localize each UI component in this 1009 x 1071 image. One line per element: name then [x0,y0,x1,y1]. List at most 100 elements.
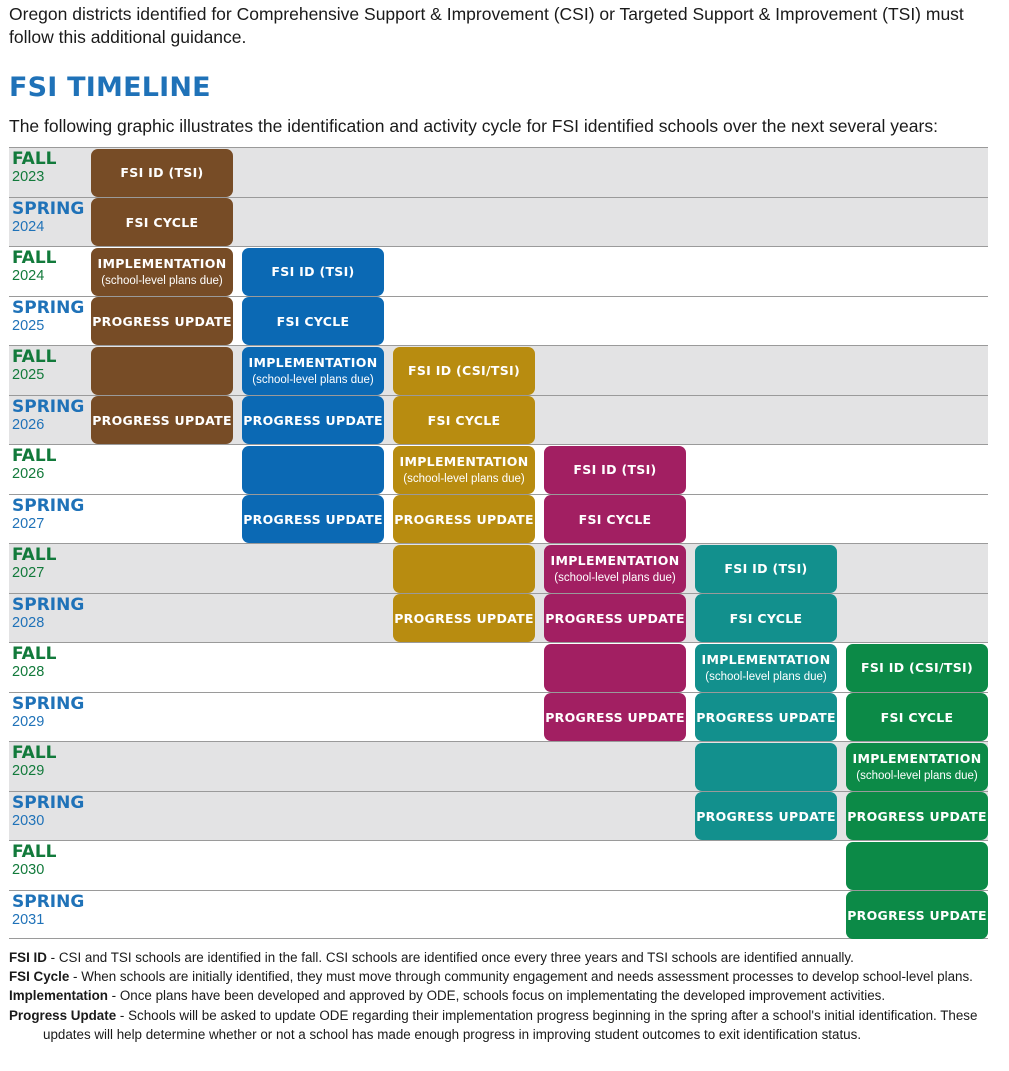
phase-label: FSI CYCLE [880,709,954,725]
phase-label: FSI ID (TSI) [271,264,355,279]
term-season: SPRING [12,792,85,813]
term-year: 2029 [12,713,45,730]
cohort-2-phase-box: IMPLEMENTATION (school-level plans due) [242,346,384,395]
cohort-4-phase-box: FSI CYCLE [544,495,686,543]
cohort-3-phase-box: IMPLEMENTATION (school-level plans due) [393,445,535,494]
cohort-3-phase-box: PROGRESS UPDATE [393,594,535,642]
phase-label: IMPLEMENTATION [701,651,831,667]
fsi-timeline-graphic: FALL 2023 SPRING 2024 FALL 2024 SPRING 2025 FALL… [9,147,988,939]
cohort-1-phase-box: IMPLEMENTATION (school-level plans due) [91,247,233,296]
term-season: SPRING [12,693,85,714]
cohort-2-phase-box: PROGRESS UPDATE [242,396,384,444]
cohort-5-phase-box: IMPLEMENTATION (school-level plans due) [695,643,837,692]
term-year: 2029 [12,763,45,779]
term-season: SPRING [12,495,85,516]
cohort-1-phase-box: FSI ID (TSI) [91,148,233,197]
phase-label: IMPLEMENTATION [248,354,378,370]
timeline-row: SPRING 2027 [9,493,988,544]
timeline-row: FALL 2029 [9,741,988,791]
term-season: FALL [12,644,57,664]
legend-term: Progress Update [9,1007,117,1023]
cohort-3-phase-box: PROGRESS UPDATE [393,495,535,543]
cohort-4-phase-box: IMPLEMENTATION (school-level plans due) [544,544,686,593]
term-year: 2025 [12,367,45,383]
phase-label: PROGRESS UPDATE [847,808,987,824]
phase-label: FSI ID (TSI) [120,165,204,180]
term-year: 2023 [12,169,45,185]
phase-label: PROGRESS UPDATE [545,610,685,626]
term-season: SPRING [12,594,85,615]
term-season: FALL [12,545,57,565]
timeline-row: FALL 2024 [9,246,988,296]
cohort-6-phase-box [846,841,988,890]
timeline-row: SPRING 2025 [9,295,988,346]
cohort-3-phase-box [393,544,535,593]
legend-entry: Progress Update - Schools will be asked … [9,1006,1004,1044]
phase-label: IMPLEMENTATION [550,552,680,568]
cohort-1-phase-box: PROGRESS UPDATE [91,297,233,345]
legend-term: FSI ID [9,950,47,965]
cohort-5-phase-box: FSI CYCLE [695,594,837,642]
phase-label: FSI CYCLE [276,313,350,329]
cohort-4-phase-box: PROGRESS UPDATE [544,693,686,741]
cohort-5-phase-box [695,742,837,791]
cohort-3-phase-box: FSI ID (CSI/TSI) [393,346,535,395]
cohort-6-phase-box: FSI CYCLE [846,693,988,741]
cohort-5-phase-box: PROGRESS UPDATE [695,792,837,840]
term-season: SPRING [12,891,85,912]
cohort-6-phase-box: FSI ID (CSI/TSI) [846,643,988,692]
legend-entry: FSI Cycle - When schools are initially i… [9,967,1004,986]
timeline-subtitle: The following graphic illustrates the id… [9,116,938,136]
phase-label: IMPLEMENTATION [852,750,982,766]
phase-label: FSI CYCLE [578,511,652,527]
legend-term: Implementation [9,988,108,1004]
legend-entry: FSI ID - CSI and TSI schools are identif… [9,948,1004,967]
phase-note: (school-level plans due) [252,373,374,386]
term-year: 2028 [12,614,45,631]
term-year: 2030 [12,862,45,878]
cohort-4-phase-box: PROGRESS UPDATE [544,594,686,642]
term-year: 2026 [12,466,45,482]
phase-label: FSI ID (CSI/TSI) [861,660,973,675]
cohort-6-phase-box: PROGRESS UPDATE [846,891,988,939]
cohort-4-phase-box [544,643,686,692]
cohort-6-phase-box: PROGRESS UPDATE [846,792,988,840]
phase-label: PROGRESS UPDATE [545,709,685,725]
legend-description: - Once plans have been developed and app… [107,988,886,1004]
phase-label: PROGRESS UPDATE [243,511,383,527]
legend-description: - CSI and TSI schools are identified in … [46,950,854,965]
term-year: 2024 [12,218,45,235]
timeline-row: FALL 2030 [9,840,988,890]
legend-entry: Implementation - Once plans have been de… [9,986,1004,1005]
phase-label: PROGRESS UPDATE [92,313,232,329]
phase-label: PROGRESS UPDATE [696,709,836,725]
term-season: SPRING [12,396,85,417]
cohort-2-phase-box: FSI CYCLE [242,297,384,345]
term-year: 2031 [12,911,45,928]
phase-note: (school-level plans due) [554,571,676,584]
phase-label: FSI ID (CSI/TSI) [408,363,520,378]
term-year: 2024 [12,268,45,284]
phase-label: PROGRESS UPDATE [394,511,534,527]
phase-label: IMPLEMENTATION [97,255,227,271]
term-year: 2027 [12,565,45,581]
cohort-2-phase-box: FSI ID (TSI) [242,247,384,296]
phase-note: (school-level plans due) [705,670,827,683]
term-season: SPRING [12,297,85,318]
cohort-6-phase-box: IMPLEMENTATION (school-level plans due) [846,742,988,791]
legend-description: - When schools are initially identified,… [69,969,973,985]
phase-note: (school-level plans due) [403,472,525,485]
term-year: 2025 [12,317,45,334]
term-season: FALL [12,248,57,268]
cohort-2-phase-box: PROGRESS UPDATE [242,495,384,543]
intro-paragraph: Oregon districts identified for Comprehe… [9,4,964,47]
phase-label: FSI CYCLE [729,610,803,626]
phase-label: PROGRESS UPDATE [243,412,383,428]
cohort-1-phase-box: PROGRESS UPDATE [91,396,233,444]
cohort-3-phase-box: FSI CYCLE [393,396,535,444]
legend-term: FSI Cycle [9,969,70,985]
cohort-2-phase-box [242,445,384,494]
term-season: FALL [12,842,57,862]
legend-description: - Schools will be asked to update ODE re… [43,1007,978,1042]
phase-label: FSI CYCLE [427,412,501,428]
